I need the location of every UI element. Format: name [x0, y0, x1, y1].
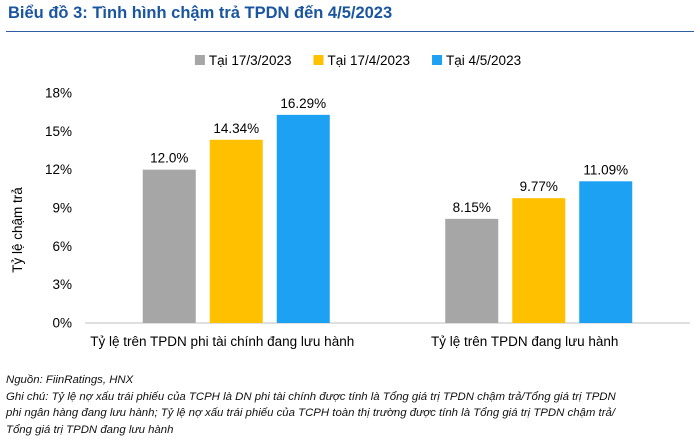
bar	[142, 169, 196, 323]
legend-item: Tại 4/5/2023	[432, 53, 521, 68]
legend-swatch	[313, 55, 324, 65]
chart-title: Biểu đồ 3: Tình hình chậm trả TPDN đến 4…	[8, 4, 393, 22]
bar	[579, 181, 633, 323]
note-line: Tổng giá trị TPDN đang lưu hành	[6, 423, 174, 436]
legend-label: Tại 17/4/2023	[327, 53, 410, 68]
y-tick-label: 0%	[52, 316, 72, 331]
legend-item: Tại 17/3/2023	[194, 53, 292, 68]
legend-swatch	[194, 55, 205, 65]
note-line: Ghi chú: Tỷ lệ nợ xấu trái phiếu của TCP…	[6, 390, 616, 403]
category-labels: Tỷ lệ trên TPDN phi tài chính đang lưu h…	[90, 334, 618, 349]
y-tick-label: 15%	[45, 124, 72, 139]
y-tick-label: 18%	[45, 86, 72, 101]
category-label: Tỷ lệ trên TPDN đang lưu hành	[431, 334, 618, 349]
y-tick-label: 3%	[52, 277, 72, 292]
bar	[209, 139, 263, 323]
source-note: Nguồn: FiinRatings, HNX	[6, 374, 134, 386]
y-tick-label: 9%	[52, 201, 72, 216]
bar-value-label: 14.34%	[213, 121, 259, 136]
y-axis-ticks: 0% 3% 6% 9% 12% 15% 18%	[45, 86, 72, 331]
legend-swatch	[432, 55, 443, 65]
bar	[445, 218, 499, 323]
y-tick-label: 12%	[45, 162, 72, 177]
title-divider	[6, 31, 694, 32]
note-line: phi ngân hàng đang lưu hành; Tỷ lệ nợ xấ…	[6, 407, 615, 419]
bar-value-label: 12.0%	[150, 151, 188, 166]
y-axis-label: Tỷ lệ chậm trả	[10, 187, 25, 273]
category-label: Tỷ lệ trên TPDN phi tài chính đang lưu h…	[90, 334, 354, 349]
bar	[512, 198, 566, 323]
bar	[276, 114, 330, 323]
bars: 12.0% 14.34% 16.29% 8.15% 9.77% 11.09%	[142, 96, 633, 323]
chart-notes: Nguồn: FiinRatings, HNX Ghi chú: Tỷ lệ n…	[6, 372, 696, 438]
legend-label: Tại 4/5/2023	[446, 53, 521, 68]
bar-value-label: 16.29%	[280, 96, 326, 111]
bar-value-label: 8.15%	[453, 200, 491, 215]
legend-item: Tại 17/4/2023	[313, 53, 410, 68]
bar-value-label: 9.77%	[520, 179, 558, 194]
legend-label: Tại 17/3/2023	[209, 53, 292, 68]
legend: Tại 17/3/2023 Tại 17/4/2023 Tại 4/5/2023	[194, 53, 521, 68]
bar-chart: Tại 17/3/2023 Tại 17/4/2023 Tại 4/5/2023 T…	[10, 53, 690, 349]
bar-value-label: 11.09%	[583, 162, 628, 177]
y-tick-label: 6%	[52, 239, 72, 254]
